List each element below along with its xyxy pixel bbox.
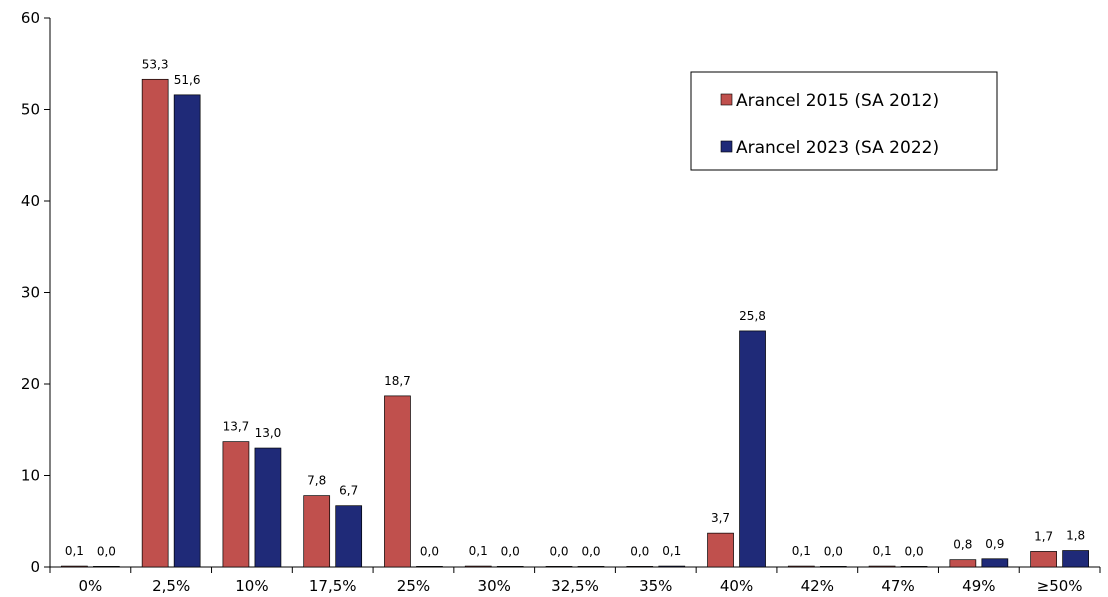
x-tick-label: 35% bbox=[639, 577, 672, 595]
bar-series-0-11 bbox=[949, 559, 977, 568]
bar-series-1-1 bbox=[173, 94, 201, 568]
x-tick-label: 0% bbox=[78, 577, 102, 595]
y-axis: 0 10 20 30 40 50 60 bbox=[21, 9, 51, 576]
legend-label-arancel-2023: Arancel 2023 (SA 2022) bbox=[736, 138, 939, 158]
x-tick-label: 2,5% bbox=[152, 577, 190, 595]
data-label-series-0-2: 13,7 bbox=[223, 420, 250, 434]
x-tick-label: ≥50% bbox=[1037, 577, 1083, 595]
bar-series-0-2 bbox=[222, 441, 250, 568]
bar-series-0-1 bbox=[141, 78, 169, 568]
bar-series-0-0 bbox=[61, 565, 88, 568]
data-label-series-0-0: 0,1 bbox=[65, 544, 84, 558]
data-label-series-0-1: 53,3 bbox=[142, 57, 169, 71]
bar-series-1-8 bbox=[739, 330, 766, 568]
data-label-series-1-10: 0,0 bbox=[905, 544, 924, 558]
bar-series-1-12 bbox=[1062, 550, 1089, 568]
bar-series-0-6 bbox=[545, 566, 573, 568]
bar-series-0-10 bbox=[868, 565, 896, 568]
bar-series-1-2 bbox=[254, 447, 282, 568]
data-label-series-1-7: 0,1 bbox=[662, 544, 681, 558]
data-label-series-1-0: 0,0 bbox=[97, 544, 116, 558]
bar-series-0-12 bbox=[1030, 551, 1057, 568]
y-tick-label: 20 bbox=[21, 375, 40, 393]
legend-box bbox=[690, 71, 998, 171]
data-label-series-0-8: 3,7 bbox=[711, 511, 730, 525]
data-label-series-0-5: 0,1 bbox=[469, 544, 488, 558]
bar-series-0-3 bbox=[303, 495, 331, 568]
data-label-series-1-1: 51,6 bbox=[174, 73, 201, 87]
data-label-series-0-9: 0,1 bbox=[792, 544, 811, 558]
y-tick-label: 40 bbox=[21, 192, 40, 210]
bar-series-0-5 bbox=[464, 565, 492, 568]
bar-series-1-5 bbox=[496, 566, 524, 568]
y-tick-label: 60 bbox=[21, 9, 40, 27]
legend: Arancel 2015 (SA 2012) Arancel 2023 (SA … bbox=[690, 71, 998, 171]
x-tick-label: 10% bbox=[235, 577, 268, 595]
x-tick-label: 17,5% bbox=[309, 577, 357, 595]
x-tick-label: 40% bbox=[720, 577, 753, 595]
data-label-series-0-4: 18,7 bbox=[384, 374, 411, 388]
data-label-series-1-6: 0,0 bbox=[581, 544, 600, 558]
data-label-series-1-9: 0,0 bbox=[824, 544, 843, 558]
bar-series-1-9 bbox=[819, 566, 847, 568]
legend-label-arancel-2015: Arancel 2015 (SA 2012) bbox=[736, 91, 939, 111]
bar-series-0-7 bbox=[626, 566, 654, 568]
data-label-series-0-11: 0,8 bbox=[953, 538, 972, 552]
data-label-series-1-4: 0,0 bbox=[420, 544, 439, 558]
y-tick-label: 30 bbox=[21, 284, 40, 302]
data-label-series-1-11: 0,9 bbox=[985, 537, 1004, 551]
data-label-series-0-12: 1,7 bbox=[1034, 529, 1053, 543]
data-label-series-1-2: 13,0 bbox=[255, 426, 282, 440]
x-axis: 0% 2,5% 10% 17,5% 25% 30% 32,5% 35% 40% 42% 47% 49%… bbox=[49, 566, 1101, 595]
bar-series-0-4 bbox=[384, 395, 411, 568]
bars bbox=[61, 78, 1089, 568]
y-tick-label: 50 bbox=[21, 101, 40, 119]
bar-series-1-4 bbox=[416, 566, 443, 568]
data-label-series-0-6: 0,0 bbox=[549, 544, 568, 558]
legend-swatch-arancel-2015 bbox=[720, 93, 733, 106]
value-labels: 0,1 0,0 53,3 51,6 13,7 13,0 7,8 6,7 18,7 0,0 0,1 0,… bbox=[65, 57, 1085, 558]
bar-series-1-11 bbox=[981, 558, 1009, 568]
data-label-series-1-3: 6,7 bbox=[339, 484, 358, 498]
data-label-series-1-8: 25,8 bbox=[739, 309, 766, 323]
data-label-series-1-5: 0,0 bbox=[501, 544, 520, 558]
data-label-series-0-10: 0,1 bbox=[873, 544, 892, 558]
data-label-series-0-7: 0,0 bbox=[630, 544, 649, 558]
data-label-series-0-3: 7,8 bbox=[307, 474, 326, 488]
bar-series-1-3 bbox=[335, 505, 363, 568]
legend-swatch-arancel-2023 bbox=[720, 140, 733, 153]
x-tick-label: 42% bbox=[801, 577, 834, 595]
bar-series-0-8 bbox=[707, 532, 734, 568]
bar-series-1-0 bbox=[93, 566, 120, 568]
x-tick-label: 25% bbox=[397, 577, 430, 595]
y-tick-label: 10 bbox=[21, 467, 40, 485]
x-tick-label: 49% bbox=[962, 577, 995, 595]
bar-series-1-6 bbox=[577, 566, 605, 568]
x-tick-label: 30% bbox=[478, 577, 511, 595]
data-label-series-1-12: 1,8 bbox=[1066, 529, 1085, 543]
bar-series-0-9 bbox=[787, 565, 815, 568]
bar-series-1-10 bbox=[900, 566, 928, 568]
y-tick-label: 0 bbox=[30, 558, 40, 576]
bar-series-1-7 bbox=[658, 565, 686, 568]
x-tick-label: 32,5% bbox=[551, 577, 599, 595]
x-tick-label: 47% bbox=[881, 577, 914, 595]
